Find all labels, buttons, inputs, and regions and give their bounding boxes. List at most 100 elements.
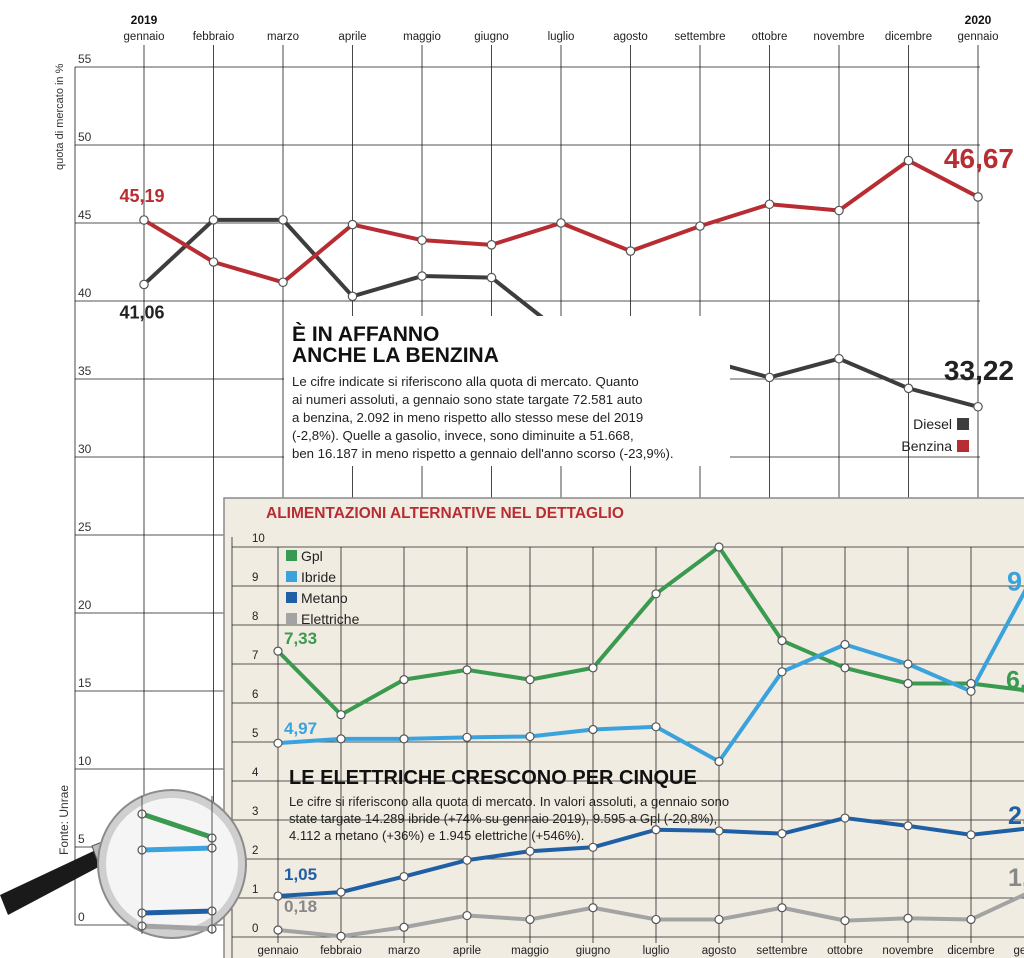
data-point-metano	[336, 887, 346, 897]
legend-swatch-benzina	[957, 440, 969, 452]
annotation-title: È IN AFFANNO	[292, 323, 439, 346]
data-point-metano	[966, 830, 976, 840]
data-point-elettriche	[840, 916, 850, 926]
annotation-title: ANCHE LA BENZINA	[292, 344, 499, 367]
data-point-gpl	[336, 710, 346, 720]
data-point-gpl	[777, 635, 787, 646]
inset-annotation-body-line: Le cifre si riferiscono alla quota di me…	[289, 794, 729, 809]
main-x-tick-label: novembre	[813, 31, 864, 43]
legend-swatch-elettriche	[286, 613, 297, 624]
data-point-ibride	[399, 734, 409, 744]
data-point-benzina	[278, 277, 288, 288]
main-x-tick-label: ottobre	[752, 31, 788, 43]
data-point-metano	[525, 846, 535, 856]
data-point-benzina	[347, 219, 358, 230]
data-label-ibride: 4,97	[284, 719, 317, 738]
data-point-ibride	[840, 639, 850, 650]
data-point-elettriche	[399, 922, 409, 932]
main-x-tick-label: settembre	[674, 31, 725, 43]
data-point-diesel	[903, 383, 914, 394]
data-point-ibride	[966, 686, 976, 696]
legend-label-elettriche: Elettriche	[301, 611, 360, 627]
data-point-gpl	[903, 678, 913, 689]
data-point-diesel	[973, 401, 983, 412]
main-x-tick-label: giugno	[474, 31, 509, 43]
inset-y-tick-label: 3	[252, 806, 258, 818]
magnified-series-fragment	[141, 811, 215, 841]
data-point-benzina	[417, 235, 427, 245]
inset-y-tick-label: 7	[252, 650, 258, 662]
data-point-elettriche	[462, 910, 472, 921]
data-point-elettriche	[777, 903, 787, 913]
data-point-ibride	[903, 659, 913, 669]
data-point-diesel	[347, 291, 358, 302]
main-y-tick-label: 55	[78, 52, 92, 66]
inset-title: ALIMENTAZIONI ALTERNATIVE NEL DETTAGLIO	[266, 505, 624, 522]
annotation-body-line: ai numeri assoluti, a gennaio sono state…	[292, 392, 642, 407]
main-y-tick-label: 20	[78, 598, 92, 612]
data-point-gpl	[840, 663, 850, 673]
legend-swatch-diesel	[957, 418, 969, 430]
inset-x-tick-label: gennaio	[258, 945, 299, 957]
legend-swatch-metano	[286, 592, 297, 603]
data-point-elettriche	[714, 914, 724, 925]
data-point-benzina	[973, 192, 983, 202]
data-point-benzina	[625, 246, 636, 256]
data-point-benzina	[556, 218, 566, 228]
inset-x-tick-label: ottobre	[827, 945, 863, 957]
data-point-metano	[462, 855, 472, 865]
data-label-diesel: 33,22	[944, 355, 1014, 386]
inset-x-tick-label: marzo	[388, 945, 420, 957]
main-x-tick-label: gennaio	[124, 31, 165, 43]
data-point-ibride	[336, 734, 346, 744]
main-x-tick-label: maggio	[403, 31, 441, 43]
data-point-diesel	[139, 279, 149, 290]
data-point-metano	[588, 842, 598, 852]
main-x-tick-label: aprile	[338, 31, 366, 43]
data-point-elettriche	[966, 914, 976, 925]
main-y-axis-title: quota di mercato in %	[54, 63, 66, 170]
annotation-body-line: Le cifre indicate si riferiscono alla qu…	[292, 374, 639, 389]
main-y-tick-label: 30	[78, 442, 92, 456]
data-point-ibride	[588, 724, 598, 735]
legend-swatch-ibride	[286, 571, 297, 582]
main-y-tick-label: 50	[78, 130, 92, 144]
source-label: Fonte: Unrae	[57, 785, 71, 855]
inset-x-tick-label: novembre	[882, 945, 933, 957]
legend-label-benzina: Benzina	[901, 438, 952, 454]
data-point-benzina	[903, 155, 914, 166]
main-y-tick-label: 5	[78, 832, 85, 846]
inset-y-tick-label: 9	[252, 572, 258, 584]
data-point-gpl	[588, 663, 598, 673]
inset-y-tick-label: 1	[252, 884, 258, 896]
inset-x-tick-label: febbraio	[320, 945, 362, 957]
main-y-tick-label: 40	[78, 286, 92, 300]
data-point-metano	[273, 891, 283, 901]
main-x-tick-label: febbraio	[193, 31, 235, 43]
inset-y-tick-label: 10	[252, 533, 265, 545]
data-point-gpl	[399, 674, 409, 685]
main-x-tick-label: marzo	[267, 31, 299, 43]
data-label-metano: 2,	[1008, 802, 1024, 830]
data-label-elettriche: 0,18	[284, 897, 317, 916]
data-point-metano	[651, 825, 661, 835]
data-label-diesel: 41,06	[119, 302, 164, 322]
data-point-gpl	[462, 665, 472, 675]
data-point-ibride	[525, 731, 535, 742]
main-y-tick-label: 25	[78, 520, 92, 534]
data-point-benzina	[139, 215, 149, 225]
data-point-diesel	[208, 215, 219, 225]
data-point-elettriche	[336, 931, 346, 941]
legend-label-ibride: Ibride	[301, 569, 336, 585]
data-point-gpl	[714, 542, 724, 552]
inset-x-tick-label: settembre	[756, 945, 807, 957]
inset-y-tick-label: 2	[252, 845, 258, 857]
data-point-metano	[903, 821, 913, 831]
data-point-benzina	[695, 221, 705, 231]
main-y-tick-label: 0	[78, 910, 85, 924]
annotation-body-line: a benzina, 2.092 in meno rispetto allo s…	[292, 410, 643, 425]
data-point-benzina	[764, 199, 775, 210]
data-point-diesel	[417, 271, 427, 281]
